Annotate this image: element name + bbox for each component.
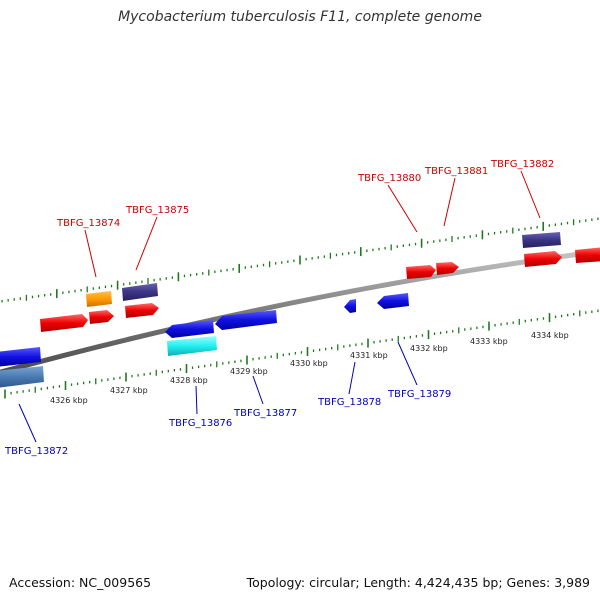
forward-tick-row (1, 217, 599, 303)
label-leaders (18, 170, 541, 443)
scale-label: 4329 kbp (230, 367, 268, 376)
gene-label[interactable]: TBFG_13875 (125, 205, 189, 216)
scale-label: 4328 kbp (170, 376, 208, 385)
gene-label[interactable]: TBFG_13880 (357, 173, 421, 184)
scale-labels: 4326 kbp 4327 kbp 4328 kbp 4329 kbp 4330… (50, 331, 569, 405)
gene-arrow[interactable] (165, 320, 214, 338)
gene-label[interactable]: TBFG_13879 (387, 389, 451, 400)
gene-box[interactable] (575, 247, 600, 263)
scale-label: 4331 kbp (350, 351, 388, 360)
gene-label[interactable]: TBFG_13882 (490, 159, 554, 170)
gene-label[interactable]: TBFG_13881 (424, 166, 488, 177)
gene-box[interactable] (522, 232, 561, 248)
scale-label: 4326 kbp (50, 396, 88, 405)
scale-label: 4332 kbp (410, 344, 448, 353)
genome-backbone (0, 248, 600, 375)
scale-label: 4334 kbp (531, 331, 569, 340)
gene-arrow[interactable] (377, 293, 409, 309)
scale-label: 4327 kbp (110, 386, 148, 395)
gene-arrow[interactable] (89, 310, 114, 324)
gene-box[interactable] (122, 283, 158, 301)
gene-arrow[interactable] (406, 265, 436, 279)
gene-labels: TBFG_13874 TBFG_13875 TBFG_13880 TBFG_13… (4, 159, 554, 457)
gene-box[interactable] (0, 366, 44, 388)
gene-arrow[interactable] (215, 310, 277, 330)
gene-label[interactable]: TBFG_13876 (168, 418, 232, 429)
gene-arrow[interactable] (524, 251, 562, 267)
gene-box[interactable] (0, 347, 41, 367)
gene-box[interactable] (86, 291, 112, 307)
reverse-genes (0, 293, 409, 388)
forward-genes (40, 232, 600, 332)
gene-arrow[interactable] (436, 262, 459, 275)
gene-arrow[interactable] (40, 314, 88, 332)
gene-label[interactable]: TBFG_13874 (56, 218, 120, 229)
genome-summary: Topology: circular; Length: 4,424,435 bp… (246, 575, 590, 590)
gene-label[interactable]: TBFG_13877 (233, 408, 297, 419)
reverse-tick-row (4, 309, 599, 399)
page-title: Mycobacterium tuberculosis F11, complete… (118, 9, 482, 25)
gene-label[interactable]: TBFG_13872 (4, 446, 68, 457)
gene-arrow[interactable] (125, 303, 159, 318)
scale-label: 4330 kbp (290, 359, 328, 368)
accession-text: Accession: NC_009565 (9, 575, 152, 590)
gene-arrow[interactable] (344, 299, 356, 313)
gene-label[interactable]: TBFG_13878 (317, 397, 381, 408)
gene-box[interactable] (167, 336, 217, 356)
scale-label: 4333 kbp (470, 337, 508, 346)
